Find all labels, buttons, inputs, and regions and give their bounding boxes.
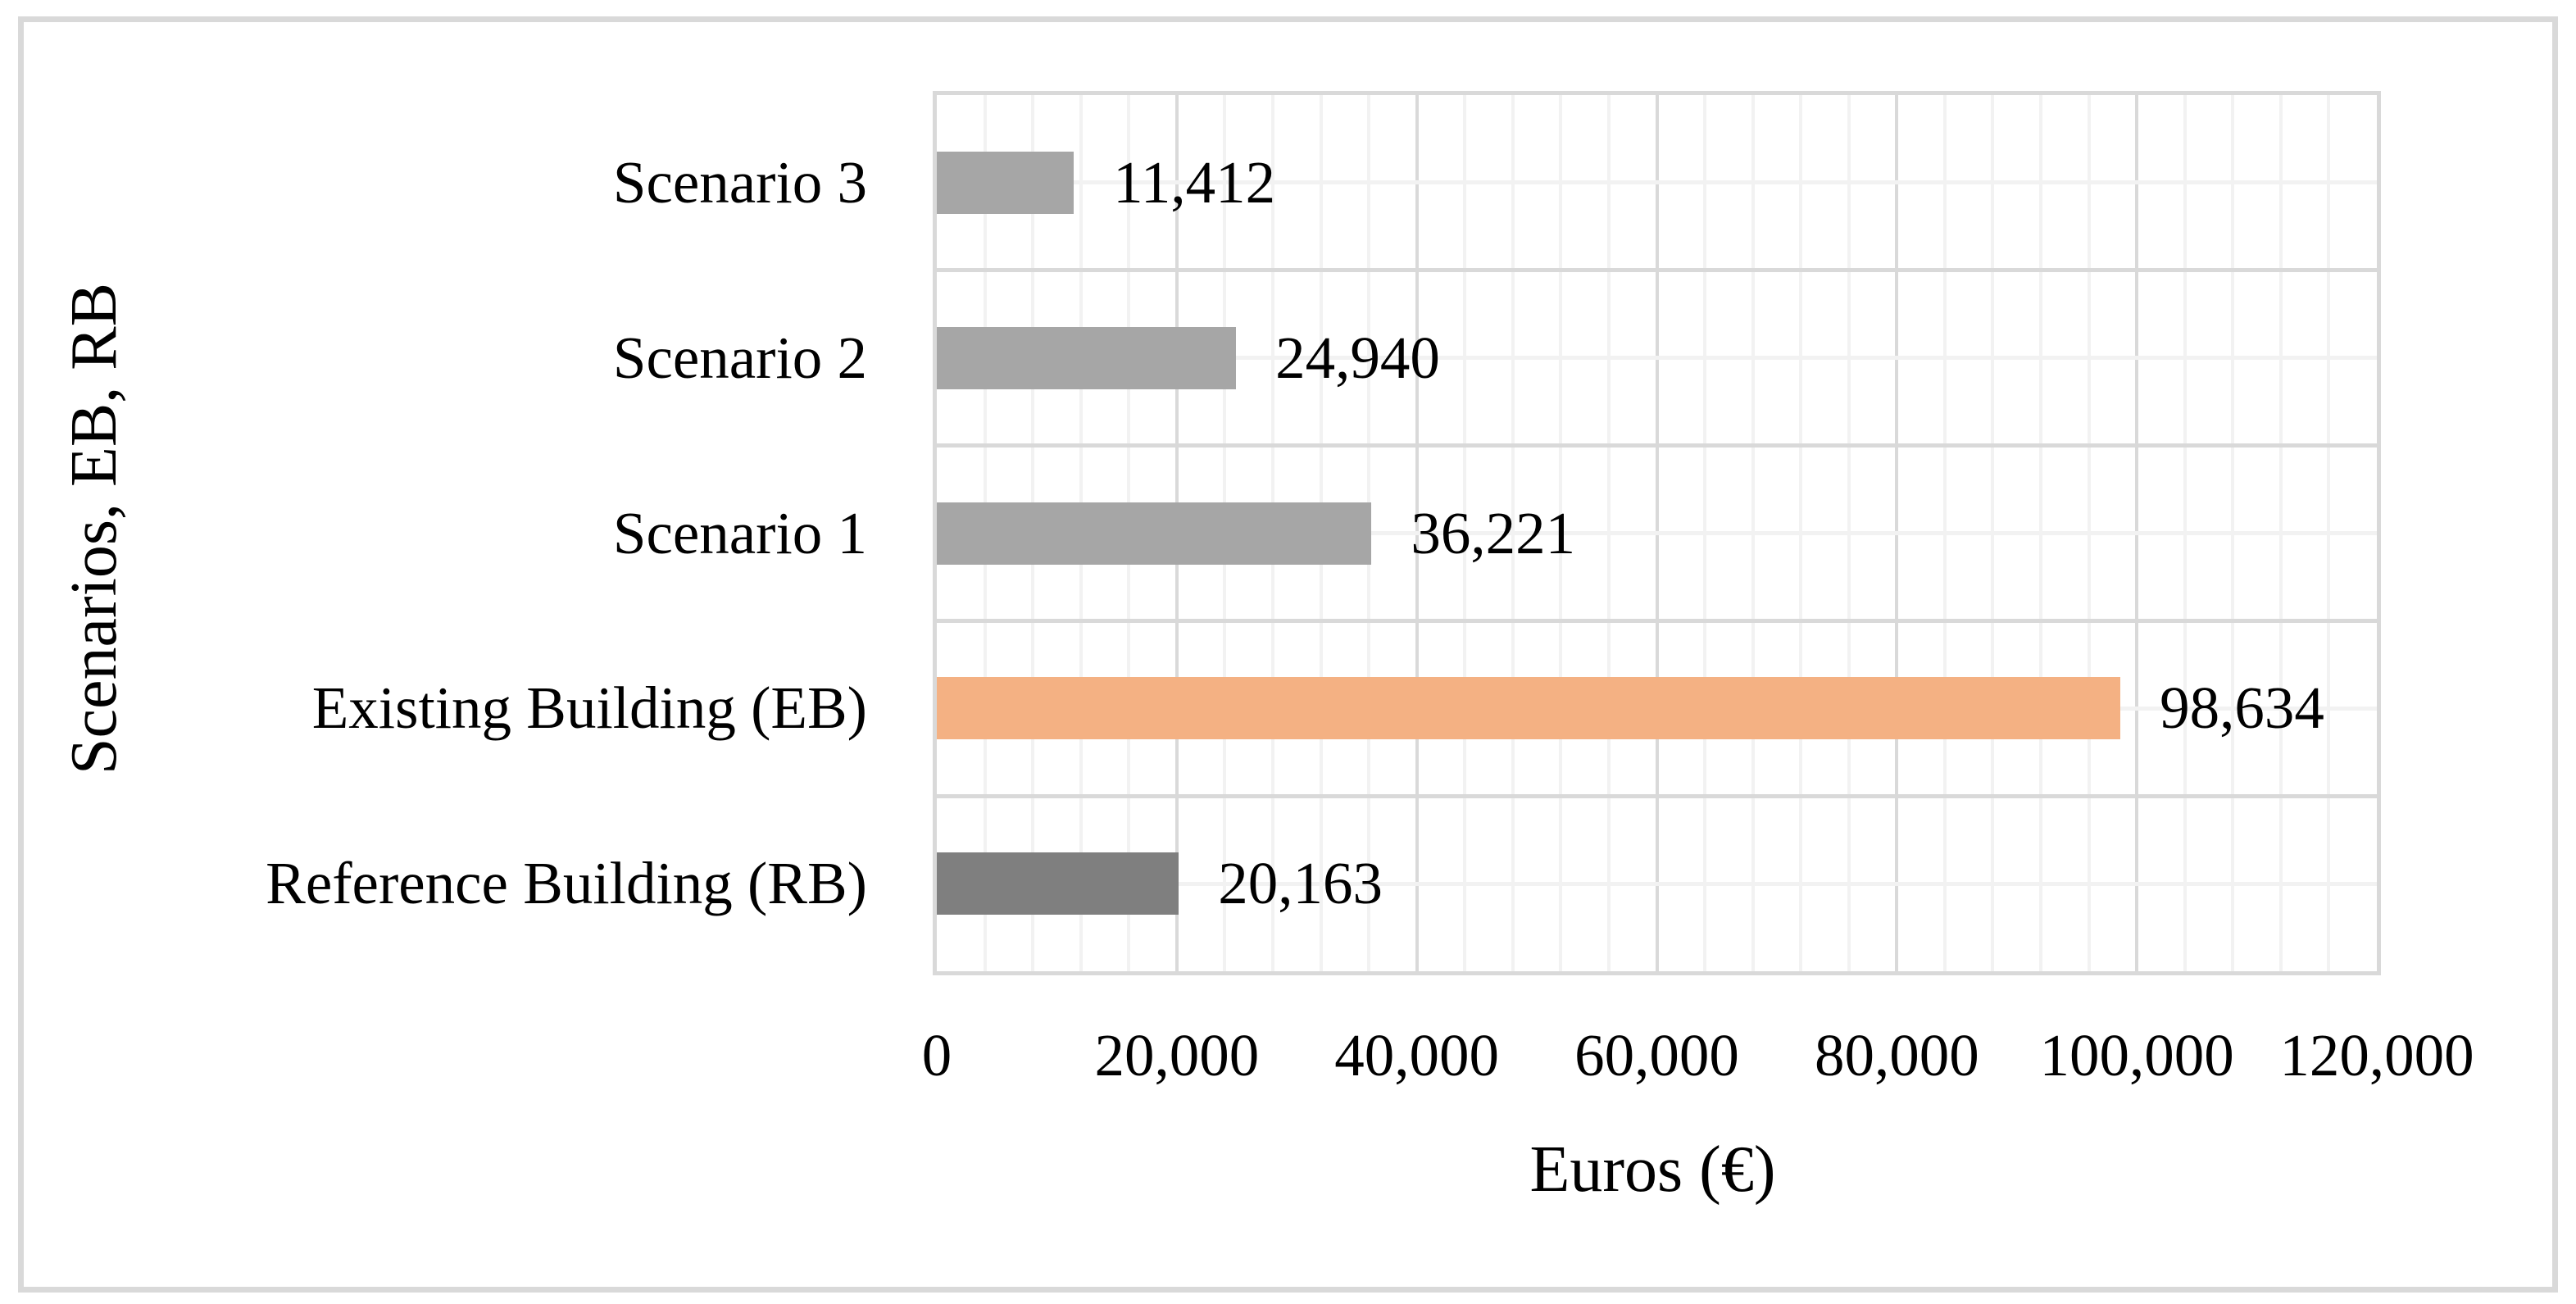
bar [937, 326, 1237, 389]
x-tick-label: 60,000 [1574, 1022, 1739, 1088]
x-tick-label: 80,000 [1814, 1022, 1979, 1088]
bar-value-label: 11,412 [1113, 148, 1276, 216]
bar [937, 852, 1179, 916]
category-center-gridline [937, 180, 2377, 185]
category-center-gridline [937, 881, 2377, 886]
bar-value-label: 24,940 [1275, 324, 1440, 391]
category-label: Scenario 3 [612, 148, 867, 216]
x-axis-title: Euros (€) [1529, 1134, 1776, 1206]
x-tick-label: 120,000 [2279, 1022, 2474, 1088]
category-label: Scenario 2 [612, 324, 867, 391]
bar [937, 151, 1074, 214]
x-tick-label: 0 [921, 1022, 952, 1088]
category-label: Scenario 1 [612, 499, 867, 566]
bar-value-label: 36,221 [1411, 499, 1576, 566]
bar-value-label: 98,634 [2160, 675, 2324, 742]
category-label: Reference Building (RB) [266, 850, 867, 917]
category-center-gridline [937, 356, 2377, 361]
category-boundary-gridline [937, 443, 2377, 448]
category-center-gridline [937, 531, 2377, 535]
bar-value-label: 20,163 [1218, 850, 1383, 917]
category-boundary-gridline [937, 793, 2377, 798]
category-label: Existing Building (EB) [311, 675, 867, 742]
bar [937, 502, 1372, 565]
plot-area [933, 91, 2381, 975]
bar [937, 677, 2121, 740]
x-tick-label: 100,000 [2039, 1022, 2234, 1088]
category-boundary-gridline [937, 618, 2377, 623]
x-tick-label: 20,000 [1094, 1022, 1260, 1088]
category-boundary-gridline [937, 268, 2377, 273]
x-tick-label: 40,000 [1334, 1022, 1500, 1088]
